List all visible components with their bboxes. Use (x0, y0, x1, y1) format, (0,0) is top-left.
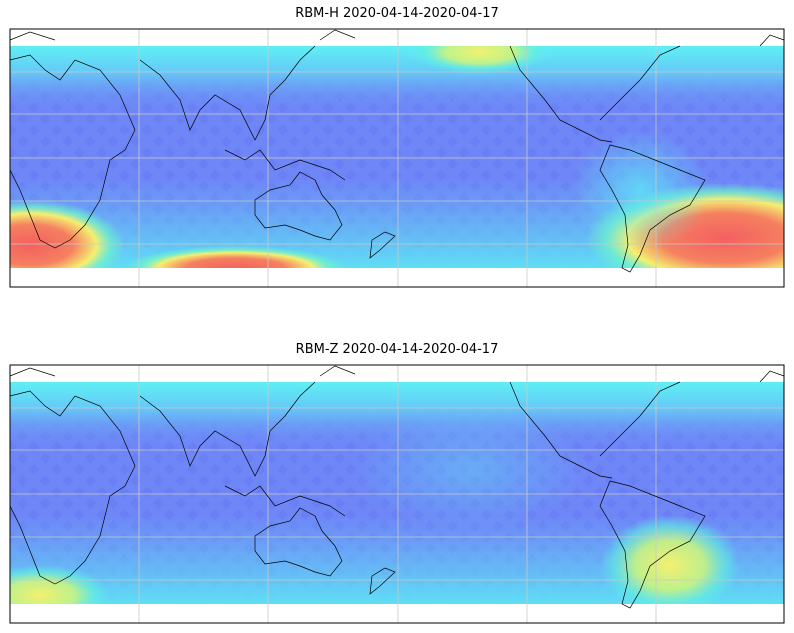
map-frame (9, 28, 785, 288)
map-title: RBM-Z 2020-04-14-2020-04-17 (296, 342, 499, 357)
map-frame (9, 364, 785, 624)
graticule (10, 365, 784, 623)
map-title: RBM-H 2020-04-14-2020-04-17 (295, 6, 499, 21)
heatmap (10, 46, 784, 268)
heatmap (10, 382, 784, 604)
graticule (10, 29, 784, 287)
